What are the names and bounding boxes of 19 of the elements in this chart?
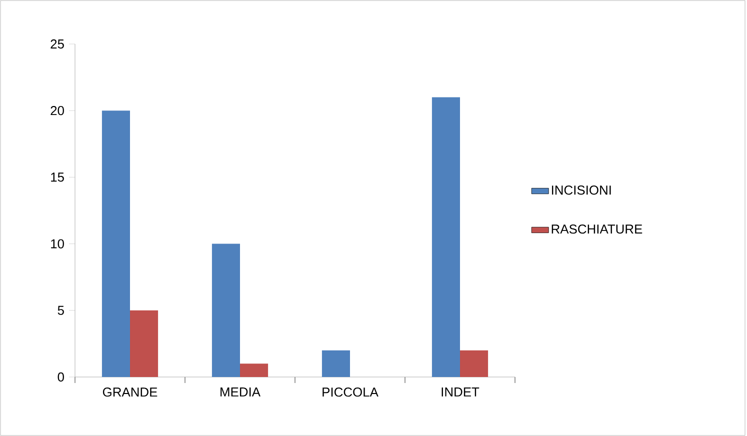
x-tick-label: INDET [442,388,480,396]
x-tick-label: GRANDE [102,388,158,397]
y-tick-label: 20 [50,106,64,116]
bar [432,97,460,377]
y-tick-label: 5 [58,306,64,315]
y-tick-label: 0 [58,372,64,382]
bar [130,310,158,377]
x-tick-label: PICCOLA [322,388,378,397]
x-tick-label: MEDIA [220,388,260,396]
bar [212,244,240,377]
legend-label: INCISIONI [552,186,611,195]
bar [102,110,130,377]
bar [240,364,268,377]
y-tick-label: 15 [51,172,64,182]
bar [460,350,488,377]
legend-label: RASCHIATURE [552,224,642,234]
y-tick-label: 25 [50,39,64,49]
y-tick-label: 10 [51,239,64,248]
bar [322,350,350,377]
